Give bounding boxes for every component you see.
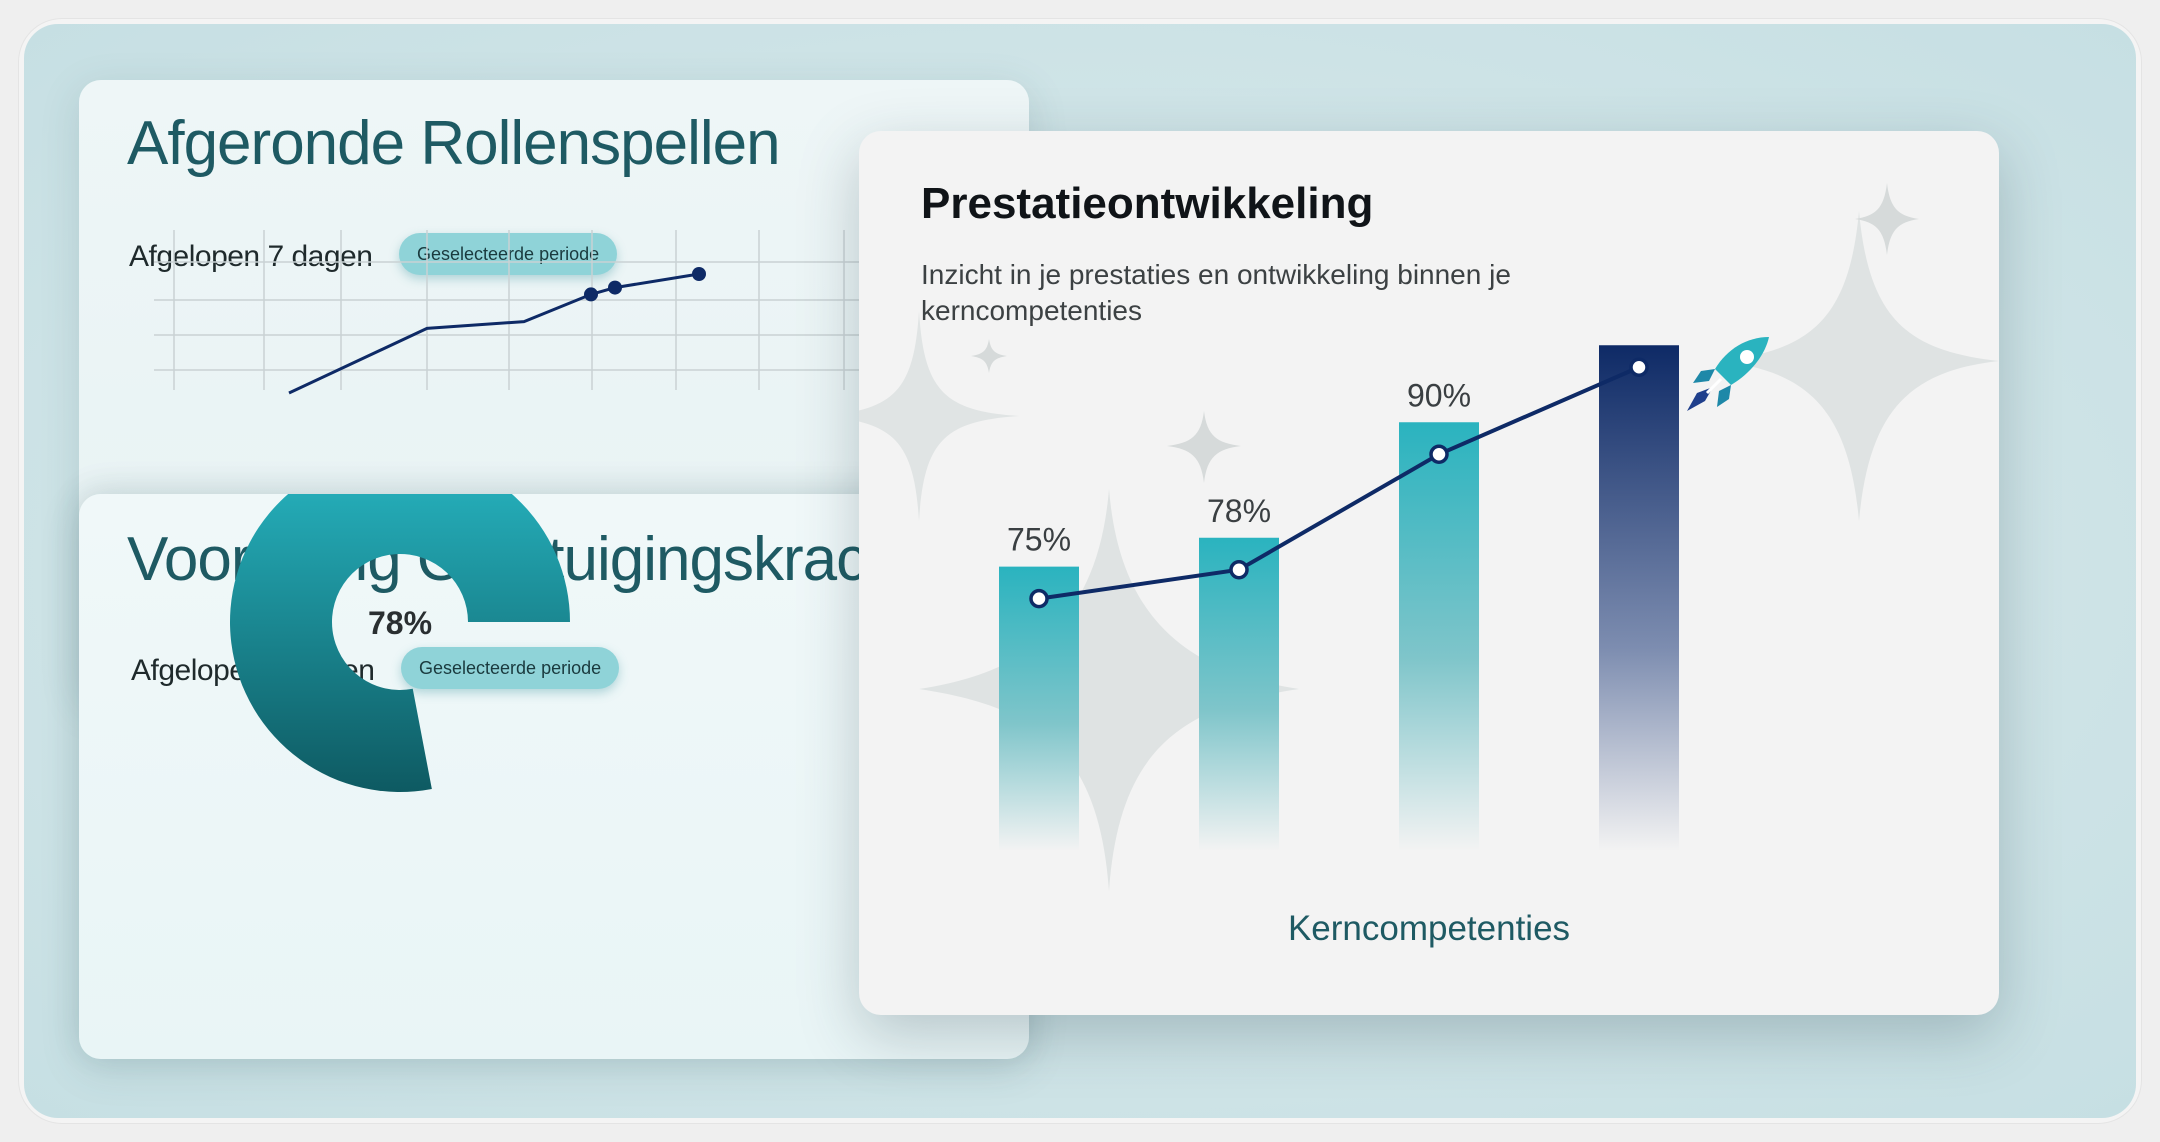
data-point (608, 280, 622, 295)
stage-background: Afgeronde Rollenspellen Afgelopen 7 dage… (24, 24, 2136, 1118)
card-title: Prestatieontwikkeling (921, 179, 1374, 228)
x-axis-label: Kerncompetenties (1287, 909, 1571, 948)
trend-line (1038, 365, 1640, 601)
period-pill-button[interactable]: Geselecteerde periode (399, 233, 618, 275)
trend-point (1029, 588, 1049, 609)
data-point (692, 267, 706, 281)
sparkle-icon (919, 489, 1299, 891)
donut-segment (230, 494, 570, 792)
bar (1599, 345, 1679, 851)
trend-point (1229, 560, 1249, 580)
series-line (288, 272, 700, 395)
bar-chart: 75% 78% 90% (999, 345, 1679, 851)
bar (1199, 537, 1279, 851)
period-label: Afgelopen 7 dagen (129, 240, 373, 273)
card-prestatie: Prestatieontwikkeling Inzicht in je pres… (859, 131, 1999, 1015)
trend-point (1629, 357, 1649, 377)
bar (999, 566, 1079, 851)
bar-value-label: 78% (1207, 493, 1271, 529)
sparkle-icon (971, 339, 1007, 373)
line-chart (154, 230, 959, 395)
sparkle-icon (1719, 211, 1999, 521)
sparkle-icon (1855, 183, 1919, 255)
card-description: Inzicht in je prestaties en ontwikkeling… (921, 259, 1511, 326)
bar (1399, 422, 1479, 851)
period-pill-button[interactable]: Geselecteerde periode (401, 647, 620, 689)
trend-point (1429, 444, 1449, 464)
card-title: Afgeronde Rollenspellen (127, 109, 781, 178)
sparkle-icon (1167, 411, 1241, 483)
donut-center-label: 78% (368, 605, 432, 641)
sparkle-icon (859, 311, 1019, 521)
rocket-icon (1687, 337, 1769, 411)
bar-value-label: 75% (1007, 522, 1071, 558)
bar-value-label: 90% (1407, 377, 1471, 413)
donut-chart: 78% (230, 494, 570, 792)
data-point (584, 287, 598, 302)
